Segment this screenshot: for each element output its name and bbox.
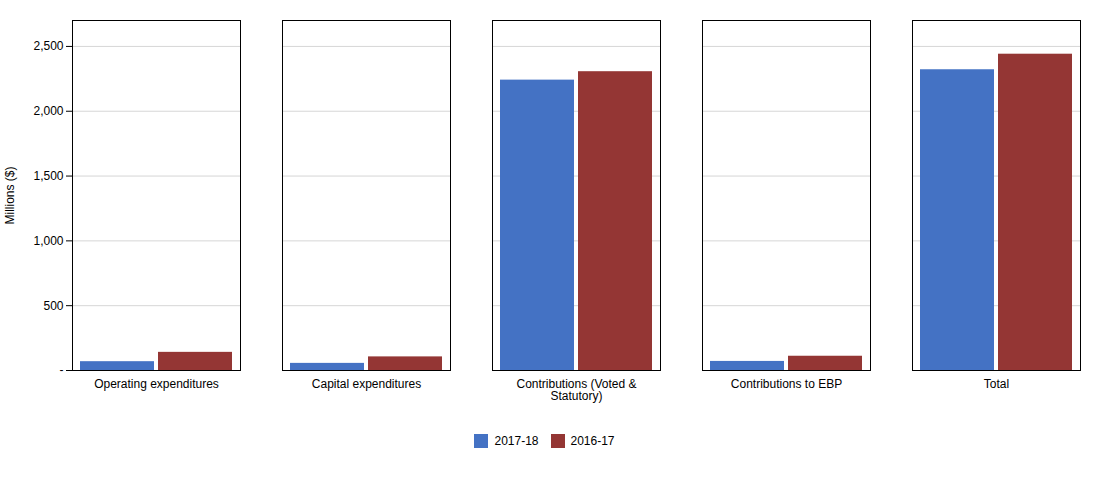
svg-text:Millions ($): Millions ($) [3, 166, 17, 224]
svg-text:1,000: 1,000 [33, 234, 63, 248]
svg-text:Total: Total [984, 377, 1009, 391]
svg-text:Contributions (Voted &Statutor: Contributions (Voted &Statutory) [516, 377, 636, 403]
svg-text:Contributions to EBP: Contributions to EBP [731, 377, 842, 391]
svg-text:500: 500 [43, 299, 63, 313]
svg-text:Capital expenditures: Capital expenditures [312, 377, 421, 391]
html-text:2017-18: 2017-18 [494, 433, 539, 448]
svg-text:Operating expenditures: Operating expenditures [94, 377, 219, 391]
svg-text:2,500: 2,500 [33, 39, 63, 53]
svg-text:2,000: 2,000 [33, 104, 63, 118]
html-text:2016-17: 2016-17 [570, 433, 615, 448]
svg-text:-: - [60, 363, 64, 377]
svg-text:1,500: 1,500 [33, 169, 63, 183]
